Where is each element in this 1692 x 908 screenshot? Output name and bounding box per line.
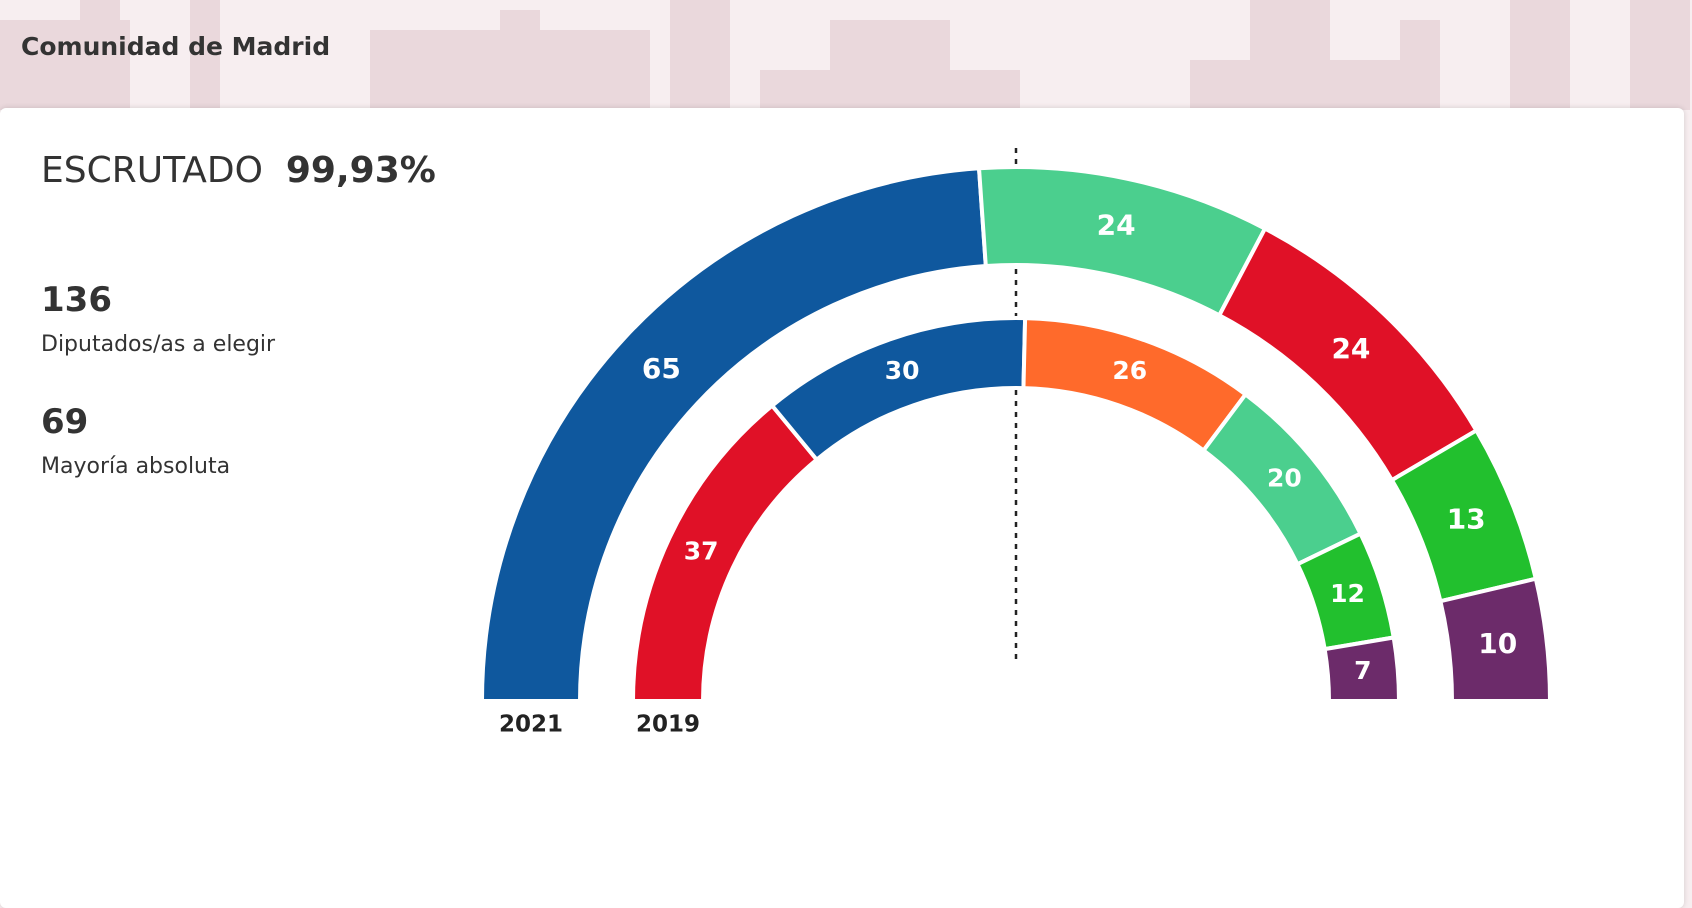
seat-label: 24 [1097,208,1136,241]
ring-label: 2021 [499,712,563,738]
majority: 69 [41,402,89,442]
counted: ESCRUTADO 99,93% [41,150,436,191]
seat-label: 13 [1447,503,1486,536]
seat-label: 30 [885,356,920,385]
seat-label: 65 [642,352,681,385]
seat-label: 10 [1478,627,1517,660]
majority-label: Mayoría absoluta [41,454,231,479]
counted-value: 99,93% [285,150,436,191]
seats-label: Diputados/as a elegir [41,332,276,357]
seat-label: 37 [684,537,719,566]
seat-label: 26 [1112,356,1147,385]
region-title: Comunidad de Madrid [21,32,331,61]
seat-segment [1438,576,1553,703]
skyline [0,0,1690,110]
seat-label: 24 [1331,332,1370,365]
seat-segment [1322,635,1402,703]
seat-label: 7 [1354,656,1371,685]
seat-segment [479,166,988,703]
ring-label: 2019 [636,712,700,738]
seat-label: 12 [1330,579,1365,608]
seats: 136 [41,280,112,320]
seat-segment [769,316,1028,463]
seat-label: 20 [1267,463,1302,492]
counted-label: ESCRUTADO [41,150,263,191]
